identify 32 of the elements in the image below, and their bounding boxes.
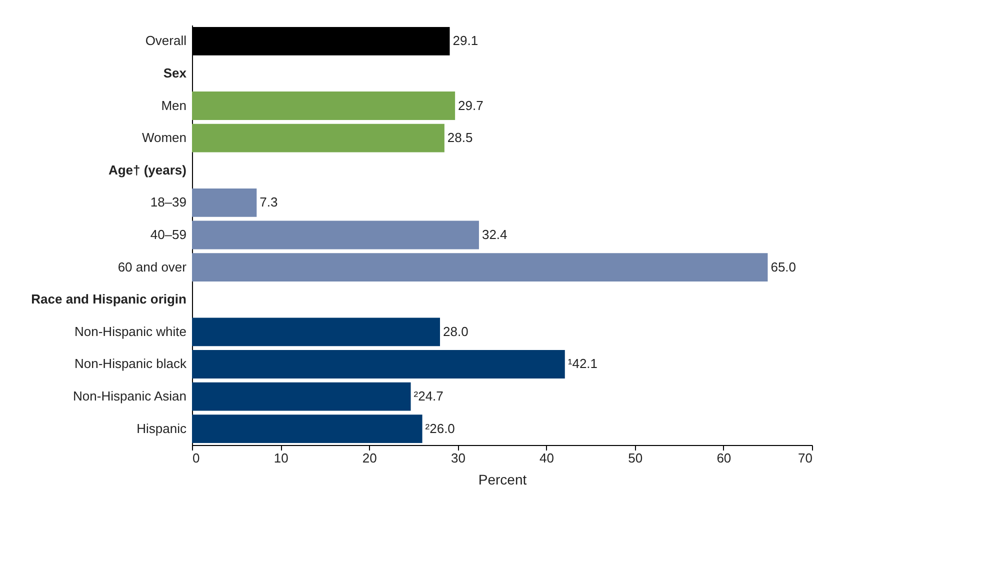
y-tick-label: Sex (163, 65, 188, 80)
x-tick-label: 50 (628, 450, 643, 466)
x-tick-label: 20 (362, 450, 377, 466)
y-tick-label: Women (142, 130, 186, 146)
data-label: ¹42.1 (568, 356, 598, 372)
x-tick-label: 0 (192, 450, 200, 466)
data-label: 65.0 (770, 259, 796, 274)
data-label: 28.0 (443, 324, 468, 339)
y-tick-label: 60 and over (118, 259, 188, 274)
data-label: 29.7 (458, 98, 484, 113)
x-tick-label: 60 (716, 450, 732, 466)
x-tick-label: 40 (540, 450, 554, 466)
y-tick-label: Age† (years) (108, 162, 186, 178)
y-tick-label: 18–39 (150, 194, 186, 210)
data-label: 32.4 (482, 227, 508, 242)
data-label: 28.5 (447, 130, 473, 146)
y-tick-label: Non-Hispanic black (74, 356, 187, 372)
data-label: 29.1 (452, 33, 478, 48)
y-tick-label: Hispanic (136, 420, 187, 436)
x-axis-title: Percent (478, 472, 527, 488)
y-tick-label: 40–59 (150, 227, 186, 242)
x-tick-label: 30 (450, 450, 466, 466)
y-tick-label: Men (161, 98, 186, 113)
y-tick-label: Race and Hispanic origin (31, 292, 187, 307)
data-label: ²24.7 (414, 388, 444, 404)
x-tick-label: 10 (274, 450, 288, 466)
data-label: ²26.0 (425, 420, 455, 436)
data-label: 7.3 (260, 194, 278, 210)
y-tick-label: Non-Hispanic Asian (73, 388, 186, 404)
x-tick-label: 70 (798, 450, 812, 466)
y-tick-label: Overall (145, 33, 187, 48)
y-tick-label: Non-Hispanic white (74, 324, 186, 339)
